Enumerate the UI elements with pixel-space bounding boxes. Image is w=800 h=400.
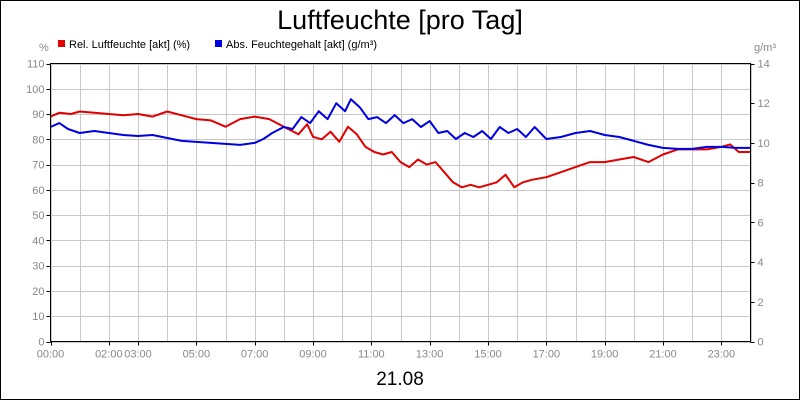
gridlines — [50, 63, 752, 343]
legend-swatch-rel-humidity — [58, 40, 65, 47]
series-line-abs-humidity — [50, 98, 751, 150]
legend-label-rel-humidity: Rel. Luftfeuchte [akt] (%) — [69, 39, 190, 51]
y-right-tick-label: 8 — [758, 178, 764, 190]
y-left-tick-label: 0 — [38, 337, 44, 349]
x-tick-label: 05:00 — [183, 349, 211, 361]
x-tick-label: 19:00 — [591, 349, 619, 361]
x-tick-label: 02:00 — [95, 349, 123, 361]
y-left-tick-label: 40 — [32, 235, 44, 247]
x-tick-label: 17:00 — [533, 349, 561, 361]
y-right-tick-label: 10 — [758, 138, 770, 150]
y-axis-right-ticks: 0 2 4 6 8 10 12 14 — [750, 59, 770, 349]
legend-label-abs-humidity: Abs. Feuchtegehalt [akt] (g/m³) — [226, 39, 377, 51]
legend-swatch-abs-humidity — [215, 40, 222, 47]
y-left-tick-label: 100 — [26, 84, 44, 96]
chart-title: Luftfeuchte [pro Tag] — [277, 5, 523, 35]
x-tick-label: 09:00 — [299, 349, 327, 361]
y-right-tick-label: 0 — [758, 337, 764, 349]
y-left-tick-label: 90 — [32, 109, 44, 121]
series-line-rel-humidity — [50, 110, 751, 189]
y-left-tick-label: 70 — [32, 160, 44, 172]
plot-area-border — [50, 63, 751, 342]
x-tick-label: 15:00 — [474, 349, 502, 361]
y-right-tick-label: 6 — [758, 217, 764, 229]
y-left-tick-label: 80 — [32, 134, 44, 146]
y-left-tick-label: 20 — [32, 286, 44, 298]
y-unit-left: % — [39, 42, 49, 54]
y-right-tick-label: 12 — [758, 98, 770, 110]
y-unit-right: g/m³ — [754, 42, 776, 54]
x-tick-label: 21:00 — [649, 349, 677, 361]
y-left-tick-label: 110 — [27, 59, 45, 71]
x-tick-label: 13:00 — [416, 349, 444, 361]
y-left-tick-label: 50 — [32, 210, 44, 222]
legend: Rel. Luftfeuchte [akt] (%) Abs. Feuchteg… — [58, 39, 377, 51]
y-right-tick-label: 2 — [758, 297, 764, 309]
x-tick-label: 00:00 — [37, 349, 65, 361]
y-right-tick-label: 14 — [758, 59, 770, 71]
series-lines — [50, 98, 751, 189]
y-axis-left-ticks: 0 10 20 30 40 50 60 70 80 90 100 110 — [26, 59, 51, 349]
y-left-tick-label: 60 — [32, 185, 44, 197]
x-axis-label: 21.08 — [376, 369, 424, 390]
x-tick-label: 07:00 — [241, 349, 269, 361]
y-left-tick-label: 10 — [32, 311, 44, 323]
x-axis-ticks: 00:00 02:00 03:00 05:00 07:00 09:00 11:00 13:00… — [37, 341, 736, 361]
x-tick-label: 11:00 — [358, 349, 385, 361]
x-tick-label: 23:00 — [708, 349, 736, 361]
x-tick-label: 03:00 — [124, 349, 152, 361]
y-left-tick-label: 30 — [32, 261, 44, 273]
y-right-tick-label: 4 — [758, 257, 764, 269]
